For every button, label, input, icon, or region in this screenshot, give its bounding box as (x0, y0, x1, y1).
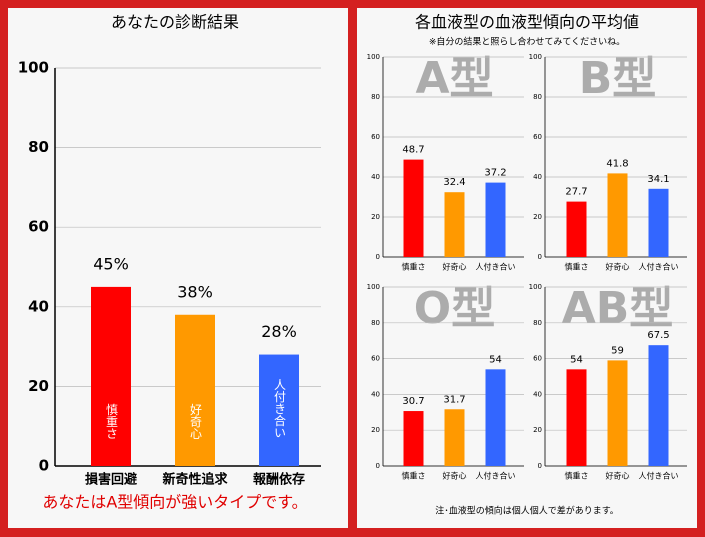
y-tick-label: 100 (367, 283, 380, 291)
y-tick-label: 40 (533, 390, 542, 398)
y-tick-label: 40 (371, 390, 380, 398)
y-tick-label: 20 (533, 426, 542, 434)
y-tick-label: 60 (371, 355, 380, 363)
bar (444, 192, 465, 257)
bar (648, 188, 669, 257)
x-tick-label: 慎重さ (402, 262, 426, 272)
group-watermark: AB型 (562, 283, 674, 334)
x-tick-label: 好奇心 (606, 471, 630, 481)
y-tick-label: 80 (28, 138, 49, 156)
group-watermark: B型 (579, 53, 657, 104)
value-label: 59 (611, 345, 624, 356)
x-tick-label: 慎重さ (565, 471, 589, 481)
y-tick-label: 0 (538, 462, 542, 470)
y-tick-label: 20 (28, 377, 49, 395)
x-tick-label: 人付き合い (639, 262, 679, 272)
bar (259, 354, 299, 466)
x-tick-label: 慎重さ (402, 471, 426, 481)
value-label: 41.8 (606, 158, 628, 169)
y-tick-label: 0 (538, 253, 542, 261)
y-tick-label: 100 (529, 53, 542, 61)
left-title: あなたの診断結果 (111, 13, 239, 32)
value-label: 37.2 (484, 168, 506, 179)
value-label: 28% (261, 322, 297, 341)
value-label: 67.5 (647, 330, 669, 341)
x-tick-label: 慎重さ (565, 262, 589, 272)
y-tick-label: 0 (376, 253, 380, 261)
value-label: 34.1 (647, 174, 669, 185)
value-label: 48.7 (402, 145, 424, 156)
bar (607, 173, 628, 257)
y-tick-label: 80 (533, 93, 542, 101)
y-tick-label: 60 (533, 133, 542, 141)
value-label: 54 (570, 354, 583, 365)
y-tick-label: 20 (371, 213, 380, 221)
right-subtitle: ※自分の結果と照らし合わせてみてくださいね。 (429, 36, 625, 48)
y-tick-label: 100 (18, 59, 49, 77)
x-tick-label: 人付き合い (639, 471, 679, 481)
bar-label: 人付き合い (273, 378, 287, 438)
right-note: 注･血液型の傾向は個人個人で差があります。 (435, 505, 619, 517)
group-watermark: A型 (415, 53, 493, 104)
bar (566, 201, 587, 257)
value-label: 32.4 (443, 177, 465, 188)
x-tick-label: 損害回避 (85, 472, 137, 488)
value-label: 27.7 (565, 187, 587, 198)
bar (607, 360, 628, 466)
x-tick-label: 好奇心 (443, 471, 467, 481)
y-tick-label: 0 (39, 457, 49, 475)
y-tick-label: 100 (367, 53, 380, 61)
y-tick-label: 40 (28, 297, 49, 315)
y-tick-label: 80 (533, 319, 542, 327)
bar (648, 345, 669, 466)
y-tick-label: 20 (371, 426, 380, 434)
y-tick-label: 0 (376, 462, 380, 470)
bar (403, 411, 424, 466)
y-tick-label: 60 (371, 133, 380, 141)
bar-label: 好奇心 (189, 403, 203, 439)
x-tick-label: 人付き合い (476, 262, 516, 272)
bar (566, 369, 587, 466)
y-tick-label: 80 (371, 319, 380, 327)
bar (485, 369, 506, 466)
y-tick-label: 20 (533, 213, 542, 221)
x-tick-label: 報酬依存 (253, 472, 305, 488)
result-note: あなたはA型傾向が強いタイプです。 (42, 493, 307, 512)
value-label: 30.7 (402, 396, 424, 407)
y-tick-label: 60 (28, 218, 49, 236)
value-label: 45% (93, 254, 129, 273)
value-label: 31.7 (443, 394, 465, 405)
y-tick-label: 60 (533, 355, 542, 363)
right-title: 各血液型の血液型傾向の平均値 (415, 13, 639, 32)
x-tick-label: 人付き合い (476, 471, 516, 481)
bar (444, 409, 465, 466)
y-tick-label: 80 (371, 93, 380, 101)
value-label: 38% (177, 282, 213, 301)
y-tick-label: 100 (529, 283, 542, 291)
y-tick-label: 40 (533, 173, 542, 181)
bar (175, 314, 215, 466)
bar (403, 159, 424, 257)
bar (91, 286, 131, 466)
value-label: 54 (489, 354, 502, 365)
x-tick-label: 新奇性追求 (162, 472, 228, 488)
x-tick-label: 好奇心 (443, 262, 467, 272)
y-tick-label: 40 (371, 173, 380, 181)
x-tick-label: 好奇心 (606, 262, 630, 272)
bar-label: 慎重さ (105, 403, 119, 439)
bar (485, 182, 506, 257)
group-watermark: O型 (414, 283, 495, 334)
